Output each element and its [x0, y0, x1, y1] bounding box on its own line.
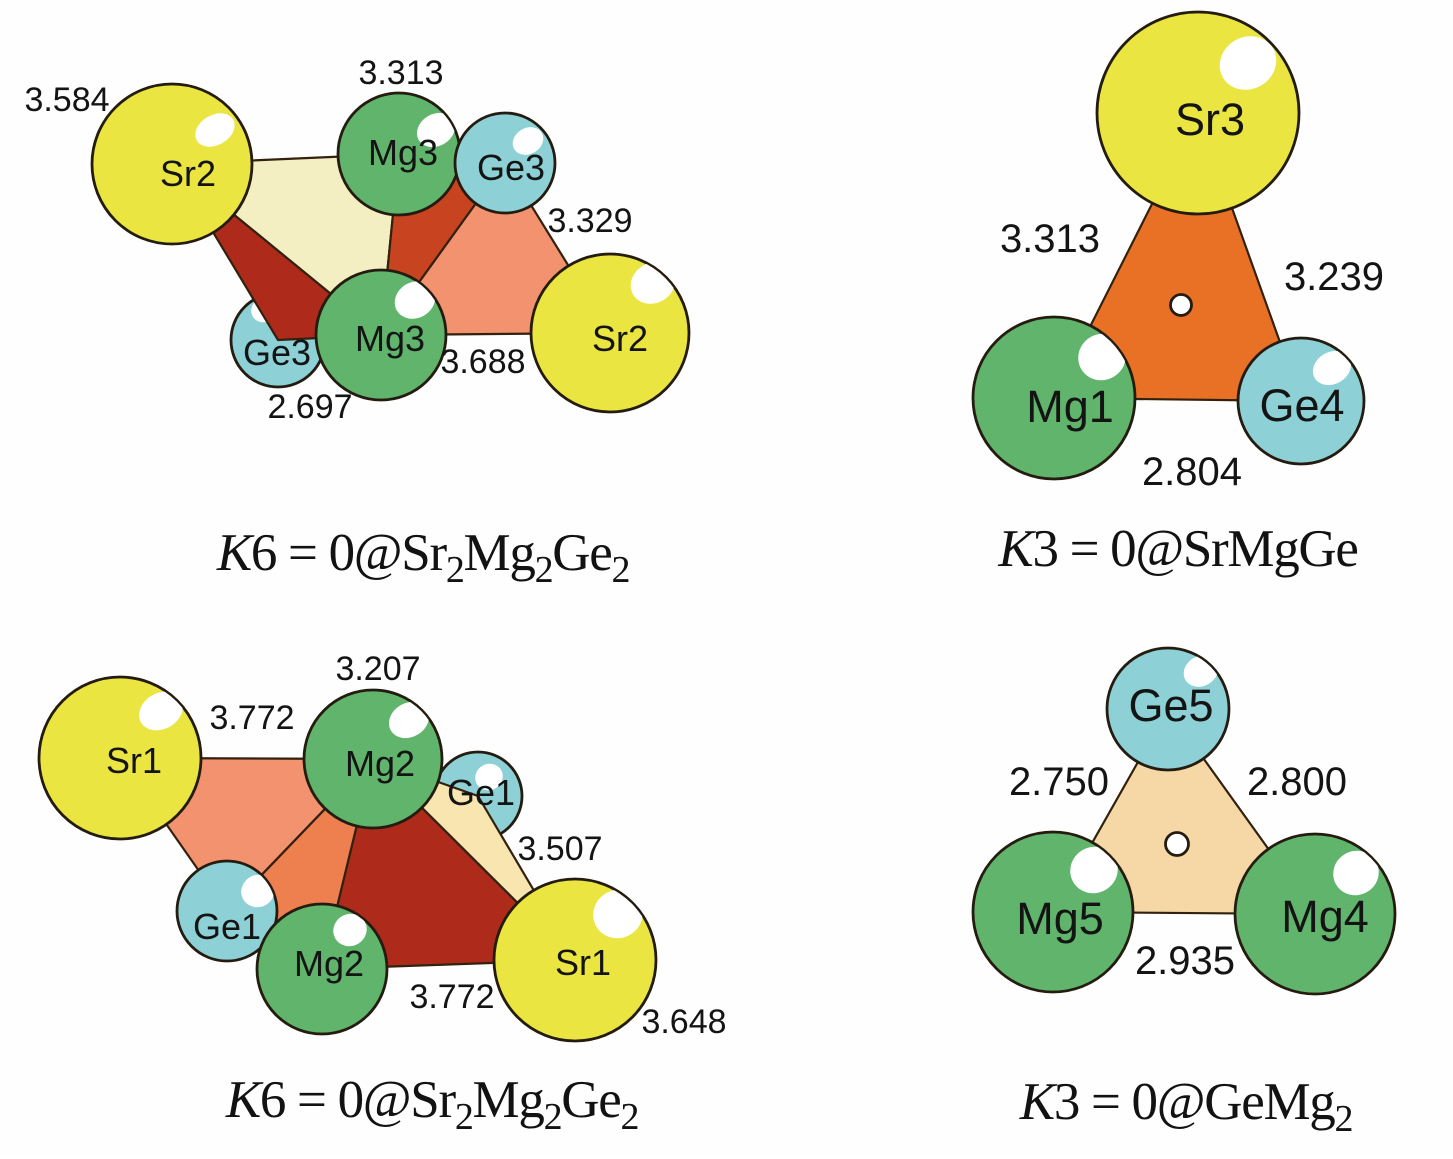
svg-text:Ge1: Ge1 [447, 772, 515, 813]
svg-text:3.584: 3.584 [24, 81, 109, 119]
svg-text:Sr1: Sr1 [555, 942, 611, 983]
svg-text:3.239: 3.239 [1284, 255, 1384, 299]
svg-text:3.313: 3.313 [1000, 217, 1100, 261]
svg-text:2.804: 2.804 [1142, 450, 1242, 494]
svg-text:3.329: 3.329 [547, 202, 632, 240]
svg-text:K6 = 0@Sr2Mg2Ge2: K6 = 0@Sr2Mg2Ge2 [225, 1071, 638, 1138]
svg-text:Mg3: Mg3 [368, 132, 438, 173]
svg-text:Sr1: Sr1 [106, 740, 162, 781]
svg-text:Ge4: Ge4 [1259, 380, 1344, 431]
svg-text:3.507: 3.507 [517, 830, 602, 868]
svg-text:K3 = 0@GeMg2: K3 = 0@GeMg2 [1019, 1073, 1352, 1140]
svg-text:Mg4: Mg4 [1281, 891, 1369, 942]
svg-text:2.697: 2.697 [267, 388, 352, 426]
svg-text:Mg3: Mg3 [355, 318, 425, 359]
svg-text:2.800: 2.800 [1247, 760, 1347, 804]
svg-text:3.313: 3.313 [358, 54, 443, 92]
svg-text:Mg2: Mg2 [294, 943, 364, 984]
svg-text:Sr2: Sr2 [160, 153, 216, 194]
svg-text:Mg5: Mg5 [1016, 893, 1104, 944]
svg-text:3.207: 3.207 [335, 650, 420, 688]
svg-text:3.772: 3.772 [209, 699, 294, 737]
svg-text:Ge3: Ge3 [243, 332, 311, 373]
svg-text:Ge3: Ge3 [477, 147, 545, 188]
svg-text:Ge1: Ge1 [193, 906, 261, 947]
svg-text:Sr3: Sr3 [1175, 94, 1245, 145]
svg-text:3.648: 3.648 [641, 1003, 726, 1041]
svg-text:Mg2: Mg2 [345, 743, 415, 784]
svg-text:K6 = 0@Sr2Mg2Ge2: K6 = 0@Sr2Mg2Ge2 [216, 524, 629, 591]
svg-text:K3 = 0@SrMgGe: K3 = 0@SrMgGe [997, 520, 1357, 578]
svg-text:Sr2: Sr2 [592, 318, 648, 359]
svg-text:Ge5: Ge5 [1128, 680, 1213, 731]
svg-text:3.772: 3.772 [409, 978, 494, 1016]
svg-text:2.935: 2.935 [1135, 939, 1235, 983]
svg-text:Mg1: Mg1 [1026, 381, 1114, 432]
svg-text:2.750: 2.750 [1009, 760, 1109, 804]
svg-text:3.688: 3.688 [440, 343, 525, 381]
